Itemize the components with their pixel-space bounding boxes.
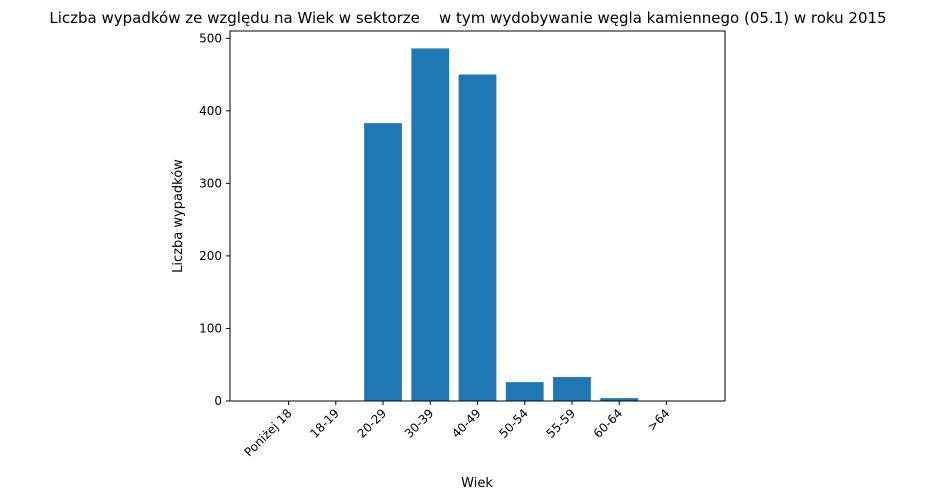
x-tick-label: 60-64 — [591, 406, 626, 441]
y-tick-label: 100 — [199, 321, 222, 335]
chart-title: Liczba wypadków ze względu na Wiek w sek… — [49, 9, 886, 27]
x-tick-label: 20-29 — [355, 406, 390, 441]
plot-frame — [229, 30, 726, 402]
bar-30-39 — [411, 48, 450, 401]
y-axis-label: Liczba wypadków — [171, 159, 186, 273]
bar-50-54 — [505, 382, 544, 401]
y-axis: 0 100 200 300 400 500 — [199, 31, 230, 408]
y-tick-label: 200 — [199, 249, 222, 263]
x-tick-label: Poniżej 18 — [242, 406, 295, 459]
x-tick-label: 55-59 — [544, 406, 579, 441]
bar-20-29 — [364, 123, 402, 401]
y-tick-label: 0 — [214, 394, 222, 408]
y-tick-label: 500 — [199, 31, 222, 45]
x-tick-label: 50-54 — [496, 406, 531, 441]
x-tick-label: 30-39 — [402, 406, 437, 441]
bar-60-64 — [600, 398, 639, 401]
x-axis-label: Wiek — [461, 476, 493, 491]
y-tick-label: 400 — [199, 104, 222, 118]
x-tick-label: >64 — [645, 406, 673, 434]
x-tick-label: 40-49 — [449, 406, 484, 441]
bars-group — [364, 48, 639, 401]
x-tick-label: 18-19 — [307, 406, 342, 441]
bar-55-59 — [553, 377, 591, 401]
bar-40-49 — [458, 74, 497, 401]
y-tick-label: 300 — [199, 176, 222, 190]
x-axis: Poniżej 18 18-19 20-29 30-39 40-49 50-54 55-59… — [242, 401, 673, 459]
